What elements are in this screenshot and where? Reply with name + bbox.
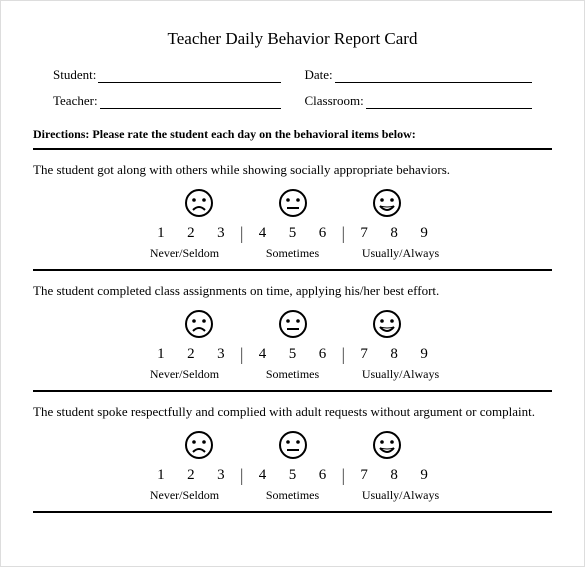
rating-number[interactable]: 1 [156, 467, 166, 484]
rating-number[interactable]: 8 [389, 225, 399, 242]
rating-number[interactable]: 8 [389, 467, 399, 484]
happy-face-icon [372, 309, 402, 339]
labels-row: Never/SeldomSometimesUsually/Always [33, 367, 552, 382]
rating-number[interactable]: 7 [359, 346, 369, 363]
rating-scale: 1 2 3 | 4 5 6 | 7 8 9 Never/SeldomSometimesUsually/… [33, 309, 552, 382]
header-fields: Student: Date: Teacher: Classroom: [33, 67, 552, 109]
rating-number[interactable]: 8 [389, 346, 399, 363]
faces-row [33, 188, 552, 218]
rating-number[interactable]: 6 [318, 225, 328, 242]
rating-number[interactable]: 3 [216, 467, 226, 484]
rating-number[interactable]: 4 [258, 467, 268, 484]
number-group: 7 8 9 [347, 225, 441, 242]
classroom-label: Classroom: [305, 93, 364, 109]
scale-label: Usually/Always [347, 488, 455, 503]
rating-number[interactable]: 3 [216, 225, 226, 242]
group-separator: | [340, 345, 348, 363]
scale-label: Sometimes [239, 488, 347, 503]
date-label: Date: [305, 67, 333, 83]
rating-number[interactable]: 4 [258, 346, 268, 363]
sad-face-icon [184, 309, 214, 339]
faces-row [33, 430, 552, 460]
rating-number[interactable]: 1 [156, 225, 166, 242]
rating-scale: 1 2 3 | 4 5 6 | 7 8 9 Never/SeldomSometimesUsually/… [33, 188, 552, 261]
teacher-label: Teacher: [53, 93, 98, 109]
sad-face-icon [184, 430, 214, 460]
rating-scale: 1 2 3 | 4 5 6 | 7 8 9 Never/SeldomSometimesUsually/… [33, 430, 552, 503]
teacher-input-line[interactable] [100, 95, 281, 109]
question-text: The student completed class assignments … [33, 283, 552, 299]
number-group: 7 8 9 [347, 467, 441, 484]
scale-label: Never/Seldom [131, 488, 239, 503]
scale-label: Sometimes [239, 246, 347, 261]
student-label: Student: [53, 67, 96, 83]
date-input-line[interactable] [335, 69, 532, 83]
rating-number[interactable]: 7 [359, 225, 369, 242]
rating-number[interactable]: 1 [156, 346, 166, 363]
scale-label: Usually/Always [347, 246, 455, 261]
field-row-2: Teacher: Classroom: [53, 93, 532, 109]
rating-number[interactable]: 6 [318, 467, 328, 484]
rating-number[interactable]: 5 [288, 346, 298, 363]
rating-number[interactable]: 5 [288, 467, 298, 484]
question-text: The student spoke respectfully and compl… [33, 404, 552, 420]
classroom-input-line[interactable] [366, 95, 532, 109]
group-separator: | [340, 224, 348, 242]
divider [33, 390, 552, 392]
sad-face-icon [184, 188, 214, 218]
rating-number[interactable]: 3 [216, 346, 226, 363]
happy-face-icon [372, 188, 402, 218]
divider [33, 269, 552, 271]
teacher-field: Teacher: [53, 93, 281, 109]
rating-number[interactable]: 9 [419, 225, 429, 242]
rating-number[interactable]: 9 [419, 467, 429, 484]
question-block: The student got along with others while … [33, 162, 552, 271]
rating-number[interactable]: 2 [186, 225, 196, 242]
rating-number[interactable]: 6 [318, 346, 328, 363]
faces-row [33, 309, 552, 339]
scale-label: Usually/Always [347, 367, 455, 382]
question-block: The student completed class assignments … [33, 283, 552, 392]
number-group: 7 8 9 [347, 346, 441, 363]
scale-label: Never/Seldom [131, 246, 239, 261]
number-group: 4 5 6 [246, 467, 340, 484]
field-row-1: Student: Date: [53, 67, 532, 83]
rating-number[interactable]: 5 [288, 225, 298, 242]
numbers-row: 1 2 3 | 4 5 6 | 7 8 9 [33, 345, 552, 363]
divider [33, 511, 552, 513]
number-group: 1 2 3 [144, 225, 238, 242]
rating-number[interactable]: 9 [419, 346, 429, 363]
group-separator: | [238, 345, 246, 363]
classroom-field: Classroom: [305, 93, 533, 109]
rating-number[interactable]: 2 [186, 346, 196, 363]
scale-label: Sometimes [239, 367, 347, 382]
question-text: The student got along with others while … [33, 162, 552, 178]
group-separator: | [238, 224, 246, 242]
rating-number[interactable]: 4 [258, 225, 268, 242]
rating-number[interactable]: 7 [359, 467, 369, 484]
labels-row: Never/SeldomSometimesUsually/Always [33, 488, 552, 503]
number-group: 4 5 6 [246, 225, 340, 242]
neutral-face-icon [278, 430, 308, 460]
number-group: 4 5 6 [246, 346, 340, 363]
directions-text: Directions: Please rate the student each… [33, 127, 552, 150]
labels-row: Never/SeldomSometimesUsually/Always [33, 246, 552, 261]
numbers-row: 1 2 3 | 4 5 6 | 7 8 9 [33, 466, 552, 484]
student-input-line[interactable] [98, 69, 280, 83]
group-separator: | [238, 466, 246, 484]
rating-number[interactable]: 2 [186, 467, 196, 484]
group-separator: | [340, 466, 348, 484]
number-group: 1 2 3 [144, 467, 238, 484]
happy-face-icon [372, 430, 402, 460]
page-title: Teacher Daily Behavior Report Card [33, 29, 552, 49]
scale-label: Never/Seldom [131, 367, 239, 382]
date-field: Date: [305, 67, 533, 83]
neutral-face-icon [278, 309, 308, 339]
numbers-row: 1 2 3 | 4 5 6 | 7 8 9 [33, 224, 552, 242]
student-field: Student: [53, 67, 281, 83]
neutral-face-icon [278, 188, 308, 218]
question-block: The student spoke respectfully and compl… [33, 404, 552, 513]
number-group: 1 2 3 [144, 346, 238, 363]
